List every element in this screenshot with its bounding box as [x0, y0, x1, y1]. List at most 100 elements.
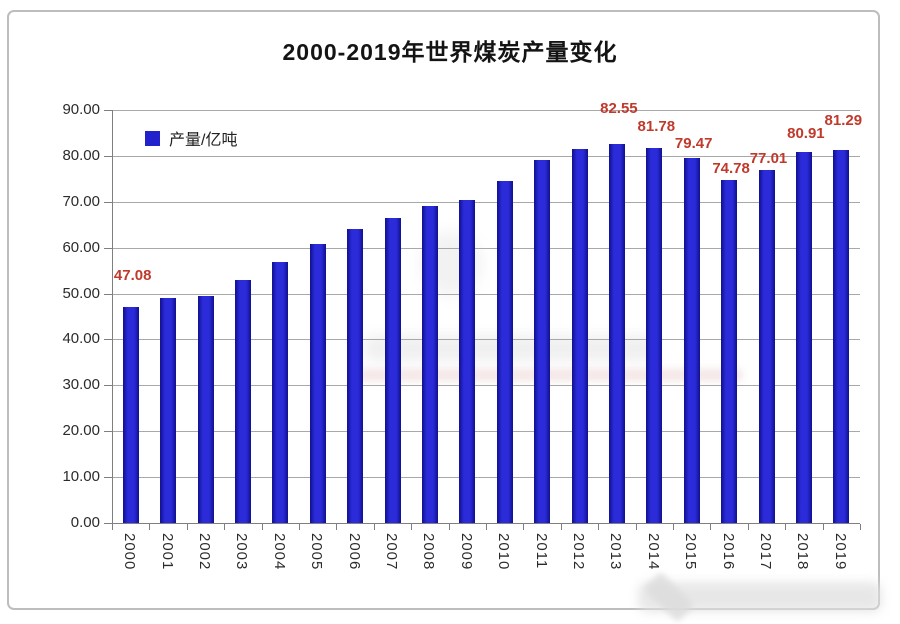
data-label: 81.29 [824, 111, 863, 129]
bar [160, 298, 177, 523]
bar [646, 147, 663, 523]
bar [683, 158, 700, 523]
y-axis-tick [104, 110, 112, 111]
x-axis-tick [373, 524, 375, 530]
x-tick-label: 2007 [383, 533, 400, 571]
legend-swatch-icon [145, 130, 160, 146]
x-tick-label: 2003 [233, 533, 251, 571]
x-axis-tick [673, 524, 674, 530]
data-label: 79.47 [674, 135, 713, 153]
x-axis-tick [224, 524, 226, 530]
x-tick-label: 2018 [794, 533, 812, 571]
y-tick-label: 80.00 [62, 146, 100, 164]
y-tick-label: 70.00 [62, 192, 100, 210]
bar [347, 228, 364, 523]
y-axis-tick [104, 201, 112, 203]
x-axis-tick [785, 524, 787, 530]
x-tick-label: 2006 [345, 533, 363, 571]
y-axis-tick [104, 431, 112, 433]
data-label: 80.91 [787, 124, 825, 142]
x-tick-label: 2005 [308, 533, 326, 571]
x-axis-tick [822, 524, 824, 530]
bar [721, 179, 738, 523]
data-label: 77.01 [749, 149, 788, 167]
gridline [112, 201, 860, 203]
x-tick-label: 2000 [121, 533, 139, 571]
bar [309, 243, 326, 523]
bar [122, 306, 139, 523]
x-tick-label: 2015 [682, 533, 700, 571]
x-axis-tick [448, 524, 450, 530]
x-axis-tick [635, 524, 637, 530]
y-axis-tick [104, 385, 112, 387]
x-axis-tick [747, 524, 749, 530]
x-tick-label: 2014 [644, 533, 662, 571]
y-tick-label: 60.00 [62, 238, 100, 256]
gridline [112, 385, 860, 387]
legend: 产量/亿吨 [145, 126, 237, 150]
y-axis-tick [104, 339, 112, 341]
bar [421, 205, 438, 523]
bar [384, 217, 401, 523]
y-tick-label: 20.00 [62, 422, 100, 440]
y-axis-line [112, 110, 113, 523]
data-label: 82.55 [600, 100, 638, 118]
x-axis-line [112, 523, 860, 524]
x-tick-label: 2016 [719, 533, 737, 571]
data-label: 81.78 [637, 117, 676, 135]
x-axis-tick [299, 524, 300, 530]
gridline [112, 477, 860, 479]
x-tick-label: 2017 [757, 533, 774, 571]
x-tick-label: 2009 [457, 533, 475, 571]
x-axis-tick [336, 524, 338, 530]
x-axis-tick [598, 524, 600, 530]
y-axis-tick [104, 155, 112, 157]
bar [197, 295, 214, 523]
x-tick-label: 2011 [532, 533, 550, 570]
x-axis-tick [486, 524, 487, 530]
x-axis-tick [860, 524, 861, 530]
x-axis-tick [560, 524, 562, 530]
x-axis-tick [149, 524, 151, 530]
data-label: 74.78 [712, 159, 750, 177]
y-tick-label: 10.00 [62, 468, 100, 486]
bar [571, 148, 588, 523]
gridline [112, 155, 860, 157]
data-label: 47.08 [113, 266, 152, 284]
x-axis-tick [261, 524, 263, 530]
gridline [112, 339, 860, 341]
x-axis-tick [710, 524, 712, 530]
bar [795, 151, 812, 523]
y-axis-tick [104, 523, 112, 524]
x-tick-label: 2002 [196, 533, 213, 571]
x-axis-tick [186, 524, 188, 530]
bar [459, 200, 476, 523]
x-tick-label: 2001 [158, 533, 176, 571]
x-tick-label: 2008 [420, 533, 438, 571]
bar [234, 280, 251, 523]
bar [833, 149, 850, 523]
y-tick-label: 0.00 [70, 514, 100, 531]
watermark [638, 582, 882, 612]
y-tick-label: 90.00 [62, 101, 100, 118]
gridline [112, 247, 860, 249]
bar [608, 144, 625, 523]
y-tick-label: 30.00 [62, 376, 100, 394]
x-axis-tick [112, 524, 113, 530]
x-axis-tick [411, 524, 413, 530]
gridline [112, 110, 860, 111]
bar [272, 261, 289, 523]
chart-title: 2000-2019年世界煤炭产量变化 [282, 39, 618, 65]
y-tick-label: 50.00 [62, 284, 100, 302]
x-tick-label: 2019 [831, 533, 849, 571]
y-tick-label: 40.00 [62, 330, 100, 348]
legend-label: 产量/亿吨 [169, 132, 238, 149]
watermark [643, 571, 695, 623]
y-axis-tick [104, 293, 112, 295]
x-tick-label: 2012 [570, 533, 587, 571]
bar [758, 169, 775, 523]
bar [496, 180, 513, 523]
x-tick-label: 2013 [607, 533, 625, 571]
y-axis-tick [104, 247, 112, 249]
